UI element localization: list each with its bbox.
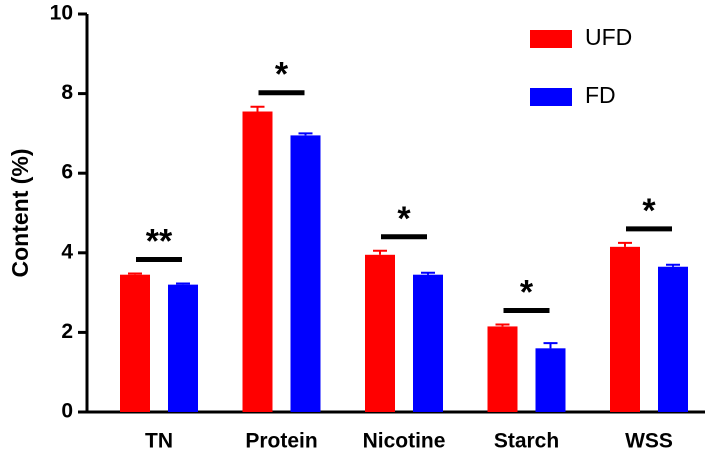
legend-swatch bbox=[530, 88, 572, 106]
significance-label: * bbox=[397, 200, 411, 238]
bar bbox=[610, 246, 640, 412]
bar bbox=[413, 274, 443, 412]
error-bar bbox=[421, 271, 435, 275]
bar bbox=[365, 254, 395, 412]
significance-label: * bbox=[520, 273, 534, 311]
x-tick-label: Starch bbox=[494, 430, 559, 453]
error-bar bbox=[128, 272, 142, 275]
bar bbox=[168, 284, 198, 412]
bar bbox=[242, 111, 273, 412]
legend-swatch bbox=[530, 30, 572, 48]
error-bar bbox=[373, 249, 387, 255]
x-tick-label: WSS bbox=[625, 430, 673, 453]
error-bar bbox=[176, 282, 190, 285]
bar bbox=[487, 326, 518, 412]
y-tick-label: 4 bbox=[61, 240, 73, 263]
error-bar bbox=[618, 241, 632, 247]
y-tick-label: 2 bbox=[61, 320, 73, 343]
bar bbox=[658, 266, 688, 412]
bar bbox=[290, 135, 321, 412]
significance-label: ** bbox=[146, 222, 173, 260]
error-bar bbox=[495, 323, 510, 327]
y-tick-label: 10 bbox=[50, 2, 73, 25]
significance-label: * bbox=[642, 192, 656, 230]
bar bbox=[535, 348, 566, 412]
error-bar bbox=[666, 263, 680, 267]
x-tick-label: Nicotine bbox=[363, 430, 446, 453]
x-tick-label: Protein bbox=[245, 430, 317, 453]
bar bbox=[120, 274, 150, 412]
legend-label: UFD bbox=[585, 24, 632, 50]
y-tick-label: 6 bbox=[61, 161, 73, 184]
x-tick-label: TN bbox=[145, 430, 173, 453]
error-bar bbox=[298, 132, 313, 136]
significance-label: * bbox=[275, 56, 289, 94]
y-tick-label: 8 bbox=[61, 81, 73, 104]
error-bar bbox=[543, 342, 558, 349]
legend-label: FD bbox=[585, 82, 616, 108]
y-axis-label: Content (%) bbox=[7, 148, 33, 277]
y-tick-label: 0 bbox=[61, 400, 73, 423]
error-bar bbox=[250, 105, 265, 112]
